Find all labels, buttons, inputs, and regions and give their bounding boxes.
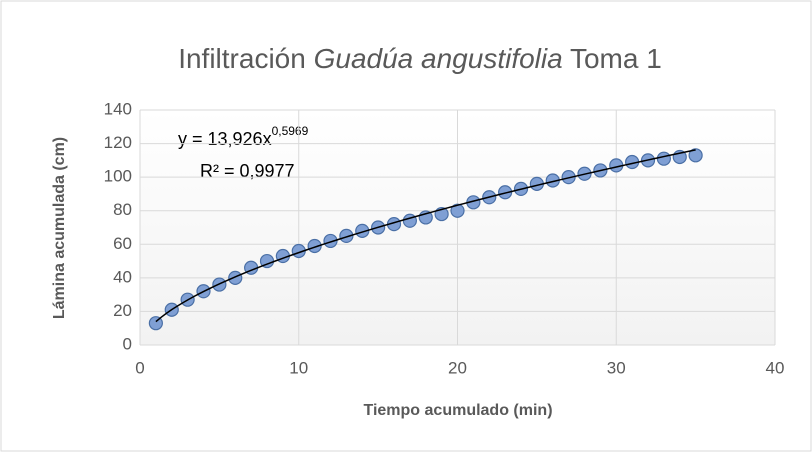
y-tick-label: 60 — [113, 234, 132, 253]
data-point — [339, 228, 354, 243]
chart-title: Infiltración Guadúa angustifolia Toma 1 — [178, 43, 662, 74]
title-part: Infiltración — [178, 43, 306, 74]
data-point — [656, 151, 671, 166]
equation: y = 13,926x — [178, 129, 272, 149]
y-tick-label: 100 — [104, 167, 132, 186]
x-tick-label: 40 — [766, 358, 785, 377]
x-axis-label: Tiempo acumulado (min) — [363, 402, 552, 419]
grid — [139, 109, 776, 346]
x-tick-label: 30 — [607, 358, 626, 377]
y-tick-label: 80 — [113, 200, 132, 219]
y-tick-label: 20 — [113, 301, 132, 320]
data-point — [323, 233, 338, 249]
r-squared: R² = 0,9977 — [200, 161, 295, 181]
data-point — [228, 270, 243, 285]
y-tick-label: 120 — [104, 133, 132, 152]
y-axis-label: Lámina acumulada (cm) — [51, 137, 68, 319]
title-part: Toma 1 — [570, 43, 662, 74]
y-tick-label: 0 — [123, 334, 132, 353]
data-point — [688, 148, 703, 163]
x-tick-label: 20 — [448, 358, 467, 377]
equation-exponent: 0,5969 — [272, 124, 309, 138]
x-tick-label: 10 — [289, 358, 308, 377]
data-point — [307, 238, 322, 254]
x-tick-label: 0 — [135, 358, 144, 377]
title-part: Guadúa angustifolia — [314, 43, 563, 74]
data-point — [148, 316, 163, 331]
data-point — [450, 203, 465, 218]
y-tick-label: 40 — [113, 267, 132, 286]
y-tick-label: 140 — [104, 99, 132, 118]
trendline — [155, 149, 696, 323]
